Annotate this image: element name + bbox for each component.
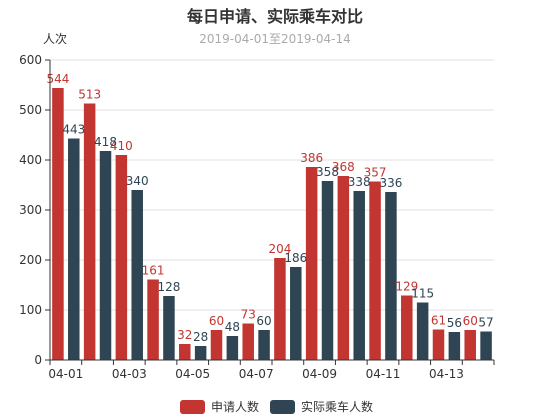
y-tick-label: 0 <box>34 353 42 367</box>
data-label: 161 <box>142 264 165 278</box>
data-label: 129 <box>395 280 418 294</box>
bar-actual[interactable] <box>194 346 207 360</box>
bar-actual[interactable] <box>480 331 492 361</box>
data-label: 410 <box>110 139 133 153</box>
y-tick-label: 100 <box>19 303 42 317</box>
bar-actual[interactable] <box>258 330 270 360</box>
legend-item-actual[interactable]: 实际乘车人数 <box>270 399 373 414</box>
chart-title: 每日申请、实际乘车对比 <box>187 7 363 26</box>
bar-actual[interactable] <box>290 267 302 360</box>
y-tick-label: 300 <box>19 203 42 217</box>
y-axis-ticks: 0 100 200 300 400 500 600 <box>19 53 50 367</box>
bar-actual[interactable] <box>99 151 112 360</box>
bar-actual[interactable] <box>385 192 397 360</box>
data-label: 338 <box>348 175 371 189</box>
x-tick-label: 04-03 <box>112 367 147 381</box>
x-tick-label: 04-05 <box>175 367 210 381</box>
data-label: 336 <box>379 176 402 190</box>
data-label: 386 <box>300 151 323 165</box>
data-label: 204 <box>268 242 291 256</box>
data-label: 186 <box>284 251 307 265</box>
bar-applied[interactable] <box>52 88 64 360</box>
bar-applied[interactable] <box>179 344 191 360</box>
x-tick-label: 04-09 <box>302 367 337 381</box>
legend-label: 实际乘车人数 <box>301 399 373 414</box>
bar-applied[interactable] <box>242 323 254 361</box>
data-label: 368 <box>332 160 355 174</box>
bar-applied[interactable] <box>401 295 413 361</box>
data-label: 340 <box>126 174 149 188</box>
data-label: 544 <box>46 72 69 86</box>
y-tick-label: 200 <box>19 253 42 267</box>
x-tick-label: 04-13 <box>429 367 464 381</box>
data-label: 443 <box>62 123 85 137</box>
chart-subtitle: 2019-04-01至2019-04-14 <box>199 32 350 46</box>
bar-applied[interactable] <box>464 330 476 360</box>
bar-actual[interactable] <box>163 296 175 360</box>
bar-applied[interactable] <box>274 258 286 360</box>
data-label: 57 <box>478 316 493 330</box>
bars <box>52 88 492 360</box>
data-label: 60 <box>209 314 224 328</box>
data-label: 513 <box>78 88 101 102</box>
x-axis-ticks: 04-01 04-03 04-05 04-07 04-09 04-11 04-13 <box>48 360 495 381</box>
bar-applied[interactable] <box>115 155 128 360</box>
x-tick-label: 04-11 <box>366 367 401 381</box>
bar-actual[interactable] <box>226 336 239 360</box>
x-tick-label: 04-01 <box>48 367 83 381</box>
bar-actual[interactable] <box>448 332 461 360</box>
data-label: 358 <box>316 165 339 179</box>
data-label: 61 <box>431 314 446 328</box>
legend-swatch <box>180 400 205 414</box>
data-label: 60 <box>463 314 478 328</box>
legend-swatch <box>270 400 295 414</box>
data-label: 28 <box>193 330 208 344</box>
bar-actual[interactable] <box>131 190 143 360</box>
data-label: 115 <box>411 287 434 301</box>
data-label: 128 <box>157 280 180 294</box>
bar-actual[interactable] <box>68 138 80 361</box>
data-label: 357 <box>364 166 387 180</box>
bar-applied[interactable] <box>432 329 445 361</box>
bar-applied[interactable] <box>147 279 159 361</box>
bar-applied[interactable] <box>210 330 223 360</box>
bar-applied[interactable] <box>369 181 381 361</box>
y-tick-label: 600 <box>19 53 42 67</box>
data-label: 32 <box>177 328 192 342</box>
data-label: 73 <box>241 308 256 322</box>
bar-applied[interactable] <box>305 167 318 360</box>
x-tick-label: 04-07 <box>239 367 274 381</box>
data-label: 56 <box>447 316 462 330</box>
y-tick-label: 400 <box>19 153 42 167</box>
y-axis-label: 人次 <box>43 32 67 46</box>
legend-label: 申请人数 <box>211 399 259 414</box>
bar-applied[interactable] <box>83 103 96 361</box>
bar-actual[interactable] <box>353 191 365 360</box>
data-label: 60 <box>256 314 271 328</box>
legend[interactable]: 申请人数 实际乘车人数 <box>180 399 373 414</box>
data-label: 418 <box>94 135 117 149</box>
bar-applied[interactable] <box>337 176 350 360</box>
y-tick-label: 500 <box>19 103 42 117</box>
data-label: 48 <box>225 320 240 334</box>
legend-item-applied[interactable]: 申请人数 <box>180 399 259 414</box>
bar-actual[interactable] <box>321 181 334 360</box>
bar-actual[interactable] <box>416 302 429 361</box>
